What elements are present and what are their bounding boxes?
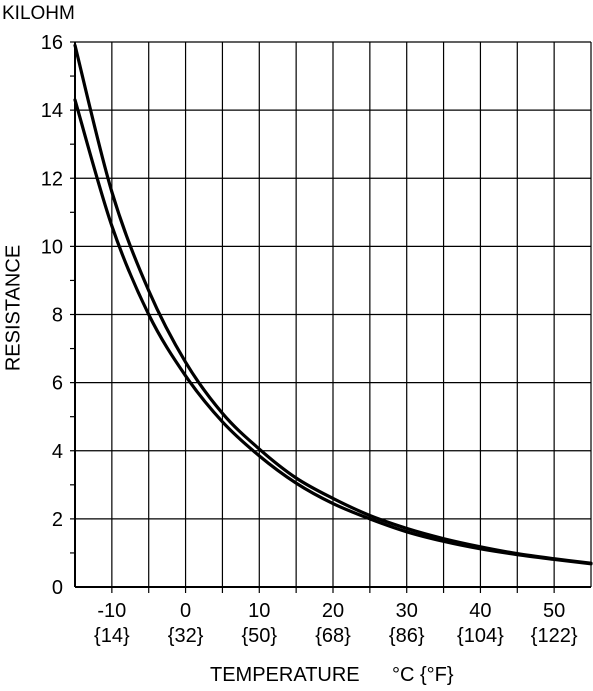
y-tick-label: 6 xyxy=(52,373,63,395)
x-tick-label: 20 xyxy=(322,600,344,622)
x-axis-unit: °C {°F} xyxy=(392,664,454,686)
x-tick-sublabel: {104} xyxy=(457,625,504,647)
y-tick-label: 2 xyxy=(52,509,63,531)
x-tick-sublabel: {50} xyxy=(241,625,277,647)
series-layer xyxy=(73,43,593,566)
y-unit-label: KILOHM xyxy=(2,3,75,24)
x-tick-sublabel: {68} xyxy=(315,625,351,647)
tick-labels: 0 2 4 6 8 10 12 14 16 -10 {14} 0 {32} 10 {50} 20 {68} 30 {… xyxy=(41,32,578,647)
ticks-layer xyxy=(70,41,555,593)
y-tick-label: 4 xyxy=(52,441,63,463)
x-tick-label: 0 xyxy=(180,600,191,622)
x-tick-label: 40 xyxy=(469,600,491,622)
x-tick-sublabel: {32} xyxy=(168,625,204,647)
x-tick-label: 30 xyxy=(396,600,418,622)
x-axis-title: TEMPERATURE xyxy=(210,664,360,686)
series-2-line xyxy=(73,98,593,566)
grid xyxy=(74,41,592,588)
x-tick-sublabel: {122} xyxy=(531,625,578,647)
x-tick-label: 10 xyxy=(248,600,270,622)
y-tick-label: 8 xyxy=(52,305,63,327)
x-tick-label: -10 xyxy=(97,600,126,622)
y-tick-label: 10 xyxy=(41,236,63,258)
y-tick-label: 12 xyxy=(41,168,63,190)
x-tick-sublabel: {86} xyxy=(389,625,425,647)
y-tick-label: 16 xyxy=(41,32,63,54)
x-tick-sublabel: {14} xyxy=(94,625,130,647)
x-tick-label: 50 xyxy=(543,600,565,622)
y-tick-label: 0 xyxy=(52,577,63,599)
y-tick-label: 14 xyxy=(41,100,63,122)
